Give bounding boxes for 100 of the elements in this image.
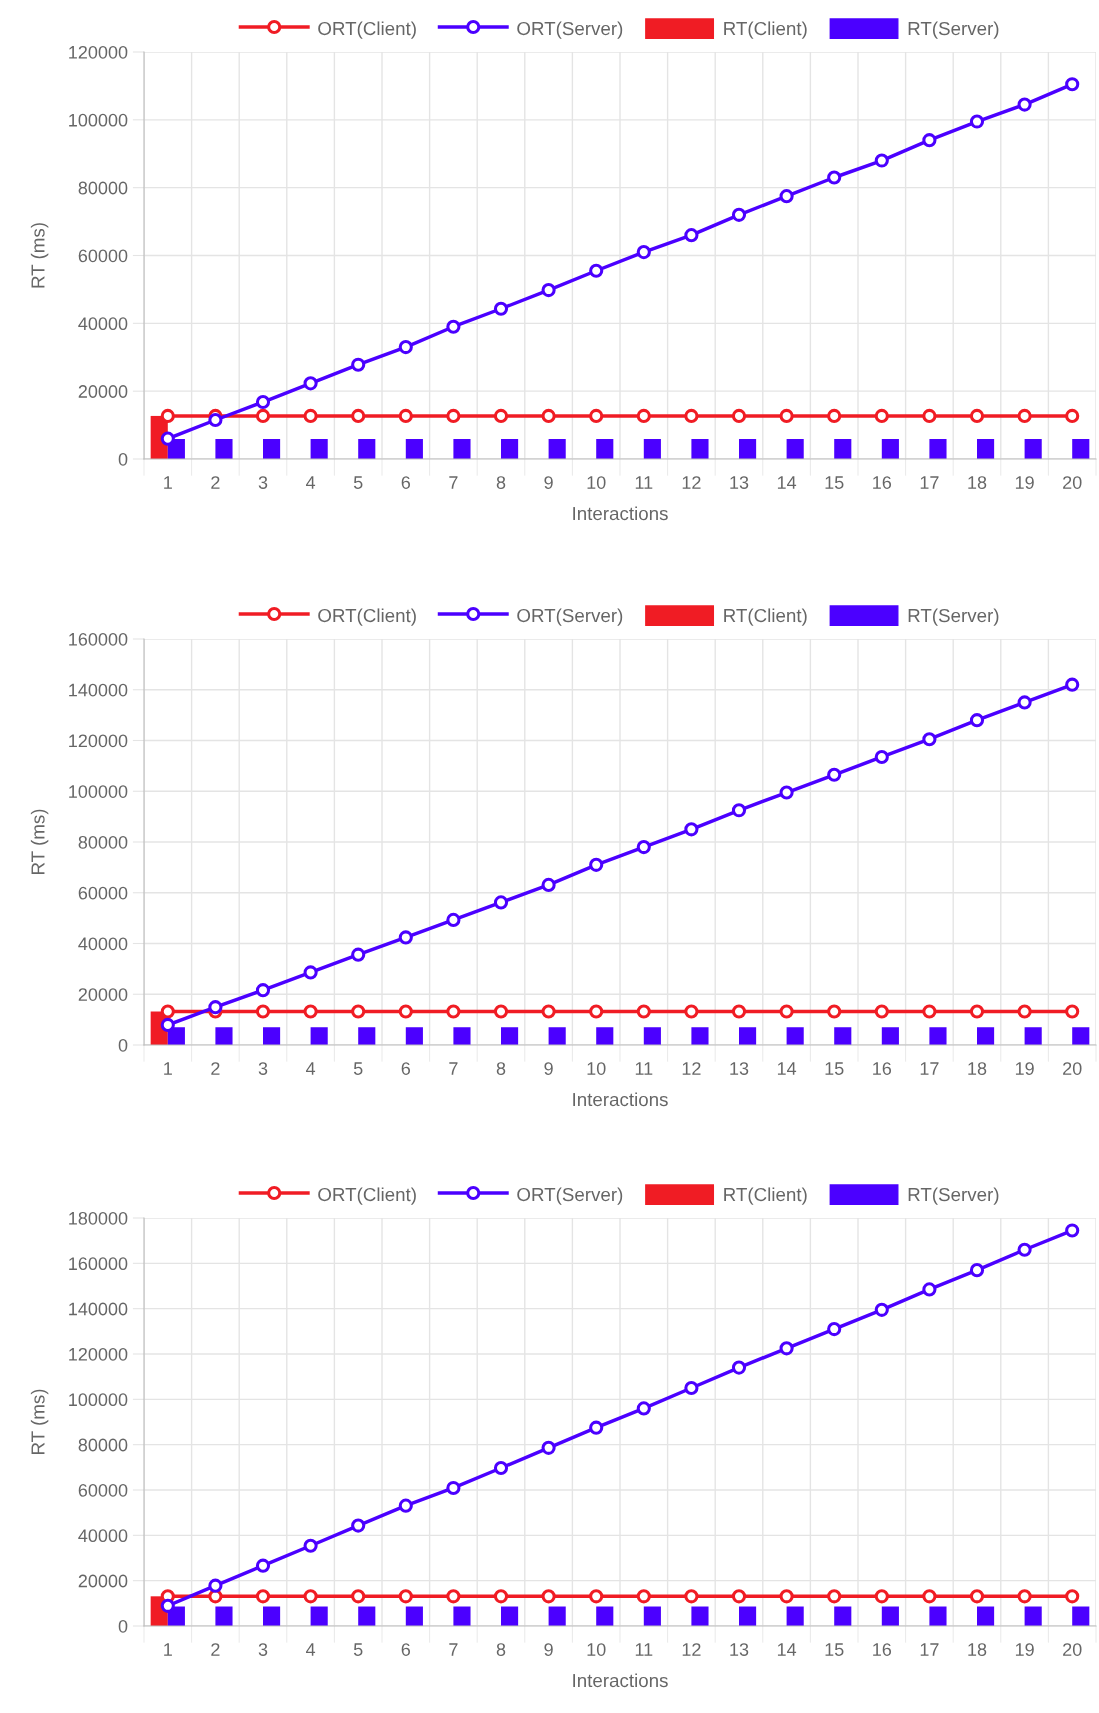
point <box>779 1341 794 1356</box>
x-tick-label: 13 <box>730 476 749 489</box>
x-tick-label: 7 <box>449 476 458 489</box>
point <box>779 785 794 800</box>
point <box>589 1589 604 1604</box>
x-tick-label: 13 <box>730 1643 749 1656</box>
x-tick-label: 10 <box>587 476 606 489</box>
point <box>160 1004 175 1019</box>
point <box>446 1004 461 1019</box>
legend-label: RT(Client) <box>724 608 807 626</box>
point <box>351 1589 366 1604</box>
point <box>398 1004 413 1019</box>
x-tick-label: 4 <box>305 1643 316 1656</box>
x-tick-label: 9 <box>544 1643 553 1656</box>
x-tick-label: 16 <box>873 1062 892 1075</box>
x-tick-label: 7 <box>449 1062 458 1075</box>
x-tick-label: 17 <box>920 1062 939 1075</box>
y-tick-label: 0 <box>118 1619 128 1633</box>
point <box>255 394 271 410</box>
point <box>589 263 604 278</box>
x-tick-label: 2 <box>211 1062 220 1075</box>
point <box>1017 1004 1032 1019</box>
y-tick-label: 60000 <box>78 1483 128 1497</box>
y-tick-label: 80000 <box>78 835 128 849</box>
x-tick-label: 5 <box>353 1643 363 1656</box>
point <box>922 1004 937 1019</box>
point <box>1017 97 1032 112</box>
point <box>969 1589 985 1604</box>
x-axis-title: Interactions <box>573 1673 668 1688</box>
point <box>303 1004 318 1019</box>
point <box>541 283 556 298</box>
point <box>1065 77 1080 92</box>
y-tick-label: 120000 <box>69 45 128 59</box>
point <box>589 1420 604 1435</box>
point <box>351 1518 366 1533</box>
x-tick-label: 16 <box>873 476 892 489</box>
point <box>255 408 271 424</box>
x-tick-label: 18 <box>968 476 987 489</box>
y-tick-label: 20000 <box>78 1574 128 1588</box>
point <box>303 965 318 980</box>
legend-label: ORT(Server) <box>517 1187 623 1205</box>
legend-label: ORT(Server) <box>517 608 623 626</box>
point <box>969 1263 985 1278</box>
point <box>874 1004 889 1019</box>
point <box>922 732 937 747</box>
x-tick-label: 12 <box>682 1062 701 1075</box>
point <box>398 408 413 424</box>
point <box>731 1360 747 1375</box>
point <box>731 803 747 818</box>
x-tick-label: 9 <box>544 1062 553 1075</box>
x-tick-label: 4 <box>305 476 316 489</box>
x-tick-label: 6 <box>401 1062 411 1075</box>
point <box>1065 1223 1080 1238</box>
y-tick-label: 160000 <box>69 632 128 646</box>
y-tick-label: 160000 <box>69 1257 128 1271</box>
point <box>160 1017 175 1033</box>
point <box>636 1589 651 1604</box>
x-tick-label: 8 <box>496 1643 506 1656</box>
y-tick-label: 100000 <box>69 1393 128 1407</box>
point <box>255 983 271 998</box>
x-tick-label: 4 <box>305 1062 316 1075</box>
point <box>969 408 985 424</box>
x-tick-label: 20 <box>1063 1062 1082 1075</box>
point <box>160 408 175 424</box>
y-tick-label: 140000 <box>69 683 128 697</box>
x-tick-label: 20 <box>1063 1643 1082 1656</box>
point <box>208 1578 223 1593</box>
point <box>589 857 604 872</box>
point <box>1065 1589 1080 1604</box>
point <box>541 877 556 892</box>
point <box>589 408 604 424</box>
x-tick-label: 3 <box>258 1062 268 1075</box>
point <box>1017 695 1032 710</box>
point <box>398 1589 413 1604</box>
x-tick-label: 11 <box>635 476 653 489</box>
point <box>731 207 747 222</box>
legend-label: ORT(Client) <box>318 608 416 626</box>
x-tick-label: 8 <box>496 476 506 489</box>
x-tick-label: 6 <box>401 476 411 489</box>
x-axis-title: Interactions <box>573 506 668 521</box>
point <box>779 1589 794 1604</box>
point <box>874 408 889 424</box>
point <box>922 133 937 148</box>
x-tick-label: 18 <box>968 1062 987 1075</box>
point <box>684 408 699 424</box>
point <box>589 1004 604 1019</box>
x-tick-label: 10 <box>587 1062 606 1075</box>
point <box>398 339 413 355</box>
x-tick-label: 15 <box>825 476 844 489</box>
point <box>208 412 223 428</box>
x-tick-label: 1 <box>164 476 172 489</box>
point <box>351 1004 366 1019</box>
point <box>493 895 509 910</box>
point <box>541 1440 556 1455</box>
x-tick-label: 16 <box>873 1643 892 1656</box>
point <box>446 408 461 424</box>
point <box>541 408 556 424</box>
point <box>827 170 842 185</box>
point <box>731 1589 747 1604</box>
x-tick-label: 18 <box>968 1643 987 1656</box>
